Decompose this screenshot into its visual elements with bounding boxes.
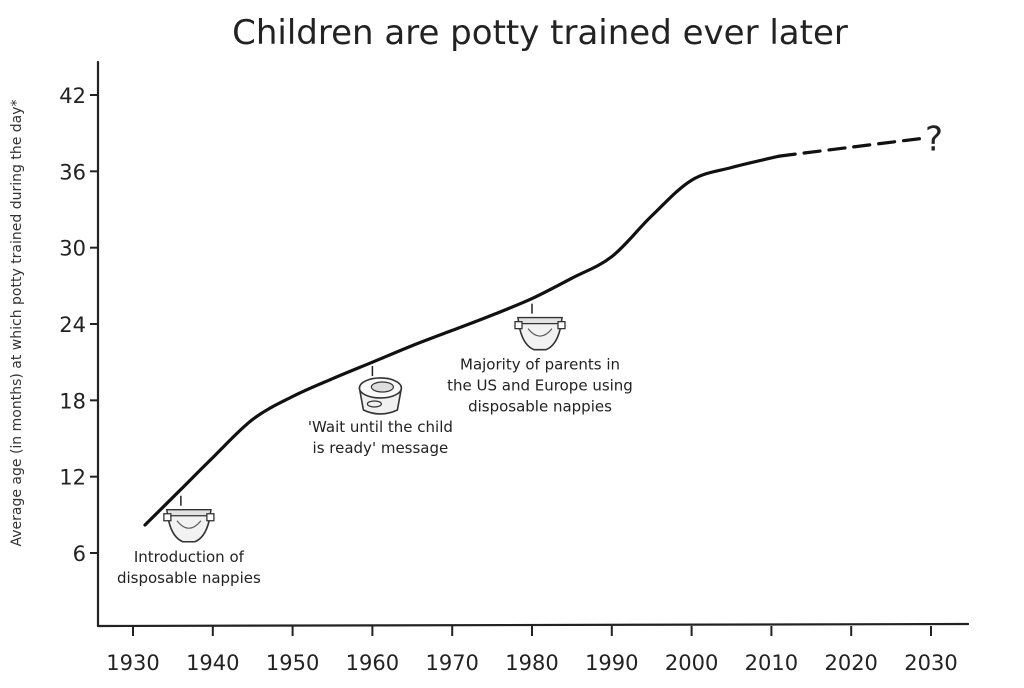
- nappy-waistband: [517, 316, 563, 325]
- x-tick-label: 1950: [266, 651, 319, 675]
- nappy-leg-line: [176, 520, 202, 529]
- annotation-text: Majority of parents in: [460, 356, 620, 374]
- y-tick-label: 42: [59, 84, 86, 108]
- y-tick-label: 12: [59, 466, 86, 490]
- y-axis-label: Average age (in months) at which potty t…: [9, 99, 25, 546]
- y-tick-label: 30: [59, 237, 86, 261]
- potty-handle: [366, 400, 382, 408]
- x-tick-label: 2000: [665, 651, 718, 675]
- projection-line: [777, 136, 925, 158]
- x-axis: [96, 622, 970, 628]
- annotation-text: 'Wait until the child: [308, 418, 453, 436]
- nappy-tab-right: [206, 513, 215, 522]
- annotation-text: disposable nappies: [117, 569, 261, 587]
- nappy-tab-left: [514, 320, 523, 330]
- x-tick-label: 1970: [425, 651, 478, 675]
- nappy-icon: [517, 316, 563, 351]
- x-tick-label: 2010: [745, 651, 798, 675]
- nappy-icon: [165, 508, 212, 543]
- x-tick-label: 1990: [585, 651, 638, 675]
- x-tick-label: 1980: [505, 651, 558, 675]
- y-tick-label: 18: [59, 389, 86, 413]
- annotation-text: the US and Europe using: [447, 377, 633, 395]
- annotation-text: disposable nappies: [468, 398, 612, 416]
- x-tick-label: 1930: [106, 651, 159, 675]
- nappy-leg-line: [527, 328, 553, 337]
- nappy-tab-left: [163, 513, 172, 522]
- chart-title: Children are potty trained ever later: [232, 13, 848, 53]
- x-tick-label: 1960: [346, 651, 399, 675]
- y-tick-label: 24: [59, 313, 86, 337]
- y-tick-label: 36: [59, 160, 86, 184]
- x-tick-label: 2030: [904, 651, 957, 675]
- x-tick-label: 1940: [186, 651, 239, 675]
- potty-bowl: [370, 381, 394, 393]
- trend-line: [143, 154, 781, 527]
- nappy-waistband: [166, 509, 212, 517]
- y-tick-label: 6: [73, 542, 86, 566]
- annotation-text: Introduction of: [134, 548, 245, 566]
- nappy-tab-right: [557, 320, 566, 330]
- projection-question-mark: ?: [925, 119, 943, 159]
- annotation-text: is ready' message: [313, 439, 449, 457]
- x-tick-label: 2020: [824, 651, 877, 675]
